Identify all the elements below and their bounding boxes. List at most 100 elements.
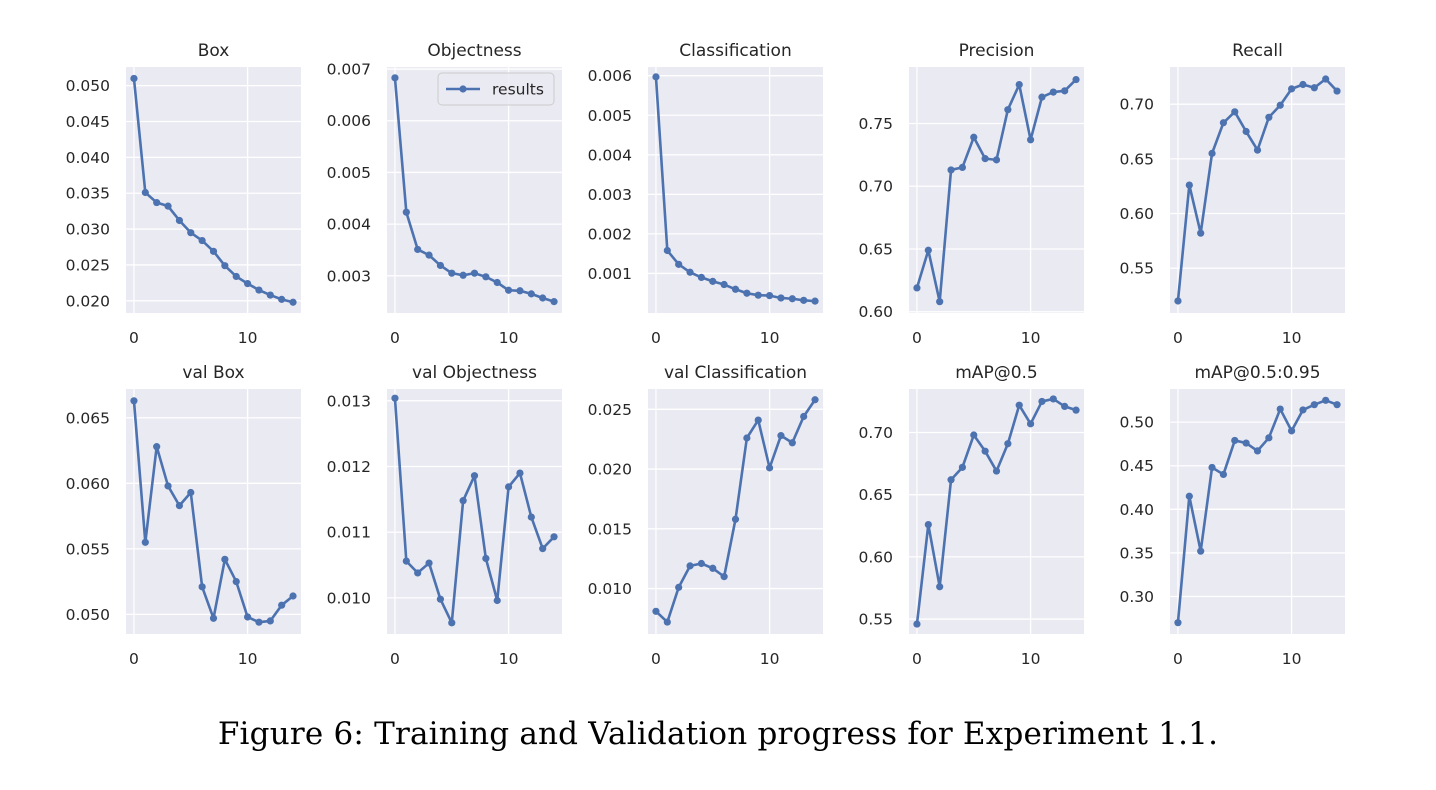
chart-5-data-point [1197, 229, 1205, 237]
chart-3-data-point [743, 289, 751, 297]
chart-5-data-point [1242, 127, 1250, 136]
chart-9-data-point [1015, 401, 1023, 409]
chart-3-data-point [765, 291, 774, 300]
figure-caption: Figure 6: Training and Validation progre… [217, 716, 1219, 752]
chart-9-x-tick-label: 0 [912, 650, 922, 668]
chart-3-y-tick-label: 0.001 [588, 265, 632, 283]
chart-1-data-point [153, 198, 161, 207]
chart-9-y-tick-label: 0.65 [858, 486, 893, 504]
chart-4-data-point [958, 163, 967, 172]
chart-8-y-tick-label: 0.010 [588, 580, 632, 598]
chart-1-y-tick-label: 0.020 [66, 292, 110, 310]
chart-4-data-point [913, 284, 921, 292]
chart-10-data-point [1208, 463, 1216, 472]
chart-8-data-point [743, 434, 751, 442]
chart-1-data-point [232, 272, 240, 281]
chart-7-data-point [391, 394, 399, 402]
chart-7-y-tick-label: 0.013 [327, 392, 371, 410]
chart-4: 0 10 0.60 0.65 0.70 0.75 Precision [858, 41, 1084, 347]
chart-3-data-point [811, 297, 819, 305]
chart-3-y-tick-label: 0.006 [588, 67, 632, 85]
chart-7-data-point [527, 513, 535, 521]
chart-4-y-tick-label: 0.75 [858, 115, 893, 133]
chart-2-legend-marker-icon [459, 85, 467, 93]
chart-2-legend: results [437, 72, 555, 106]
chart-1-data-point [266, 291, 274, 299]
chart-3-data-point [754, 291, 762, 299]
chart-8-data-point [811, 396, 819, 404]
chart-5-data-point [1253, 146, 1262, 154]
chart-1-data-point [141, 188, 149, 197]
chart-4-x-tick-label: 0 [912, 329, 922, 347]
chart-10-data-point [1219, 470, 1228, 479]
chart-7-data-point [493, 596, 501, 605]
chart-8-title: val Classification [664, 363, 807, 383]
chart-3-data-point [800, 296, 808, 304]
chart-7-title: val Objectness [412, 363, 537, 383]
chart-3-y-tick-label: 0.004 [588, 146, 632, 164]
chart-1-y-tick-label: 0.025 [66, 256, 110, 274]
chart-9-data-point [936, 583, 944, 591]
chart-10-data-point [1174, 619, 1182, 627]
chart-7-y-tick-label: 0.010 [327, 589, 371, 607]
chart-8: 0 10 0.010 0.015 0.020 0.025 val Classificatio… [588, 363, 823, 668]
chart-5-x-tick-label: 0 [1173, 329, 1183, 347]
chart-8-data-point [754, 416, 762, 424]
chart-3-data-point [777, 294, 785, 302]
chart-6-y-tick-label: 0.055 [66, 540, 110, 558]
chart-10-y-tick-label: 0.30 [1119, 588, 1154, 606]
chart-10-data-point [1299, 406, 1307, 414]
chart-8-x-tick-label: 0 [651, 650, 661, 668]
chart-10-data-point [1322, 396, 1330, 404]
chart-3-data-point [675, 260, 683, 268]
chart-2-data-point [493, 278, 501, 287]
chart-6-y-tick-label: 0.065 [66, 409, 110, 427]
chart-6-data-point [198, 583, 206, 591]
chart-4-data-point [1072, 75, 1080, 84]
chart-9-x-tick-label: 10 [1021, 650, 1041, 668]
chart-8-data-point [675, 583, 683, 591]
chart-4-data-point [936, 298, 944, 306]
chart-2-data-point [550, 298, 558, 306]
chart-8-x-tick-label: 10 [760, 650, 780, 668]
chart-7-data-point [504, 483, 513, 491]
chart-2-y-tick-label: 0.004 [327, 216, 371, 234]
chart-3-x-tick-label: 10 [760, 329, 780, 347]
chart-2-x-tick-label: 10 [499, 329, 519, 347]
chart-10-x-tick-label: 10 [1282, 650, 1302, 668]
chart-8-data-point [652, 607, 660, 615]
chart-10-y-tick-label: 0.50 [1119, 414, 1154, 432]
chart-3-data-point [697, 273, 706, 282]
chart-9-y-tick-label: 0.55 [858, 611, 893, 629]
chart-4-data-point [1061, 87, 1069, 95]
chart-9-data-point [913, 620, 921, 628]
chart-6-x-tick-label: 0 [129, 650, 139, 668]
chart-6-data-point [255, 618, 263, 626]
chart-3-y-tick-label: 0.003 [588, 186, 632, 204]
chart-5-data-point [1231, 108, 1239, 116]
chart-2-data-point [539, 294, 547, 302]
chart-5-data-point [1333, 87, 1341, 95]
chart-10-plot-area [1170, 389, 1345, 634]
chart-9-data-point [1072, 406, 1080, 414]
chart-1-y-tick-label: 0.050 [66, 77, 110, 95]
chart-7-data-point [402, 557, 410, 565]
chart-6-data-point [278, 601, 286, 609]
chart-5-data-point [1299, 80, 1307, 89]
chart-4-x-tick-label: 10 [1021, 329, 1041, 347]
chart-5-data-point [1276, 101, 1284, 109]
chart-7-data-point [539, 545, 547, 553]
chart-4-y-tick-label: 0.60 [858, 303, 893, 321]
chart-4-data-point [947, 166, 955, 174]
chart-9-data-point [1026, 420, 1035, 428]
chart-2-data-point [402, 208, 410, 216]
chart-8-data-point [686, 562, 694, 570]
chart-6-title: val Box [182, 363, 244, 383]
chart-9-data-point [1061, 402, 1069, 411]
chart-1-y-tick-label: 0.030 [66, 221, 110, 239]
chart-2-x-tick-label: 0 [390, 329, 400, 347]
chart-8-data-point [765, 464, 774, 472]
chart-10-x-tick-label: 0 [1173, 650, 1183, 668]
chart-2-legend-label: results [492, 81, 544, 99]
chart-1-data-point [209, 247, 218, 255]
